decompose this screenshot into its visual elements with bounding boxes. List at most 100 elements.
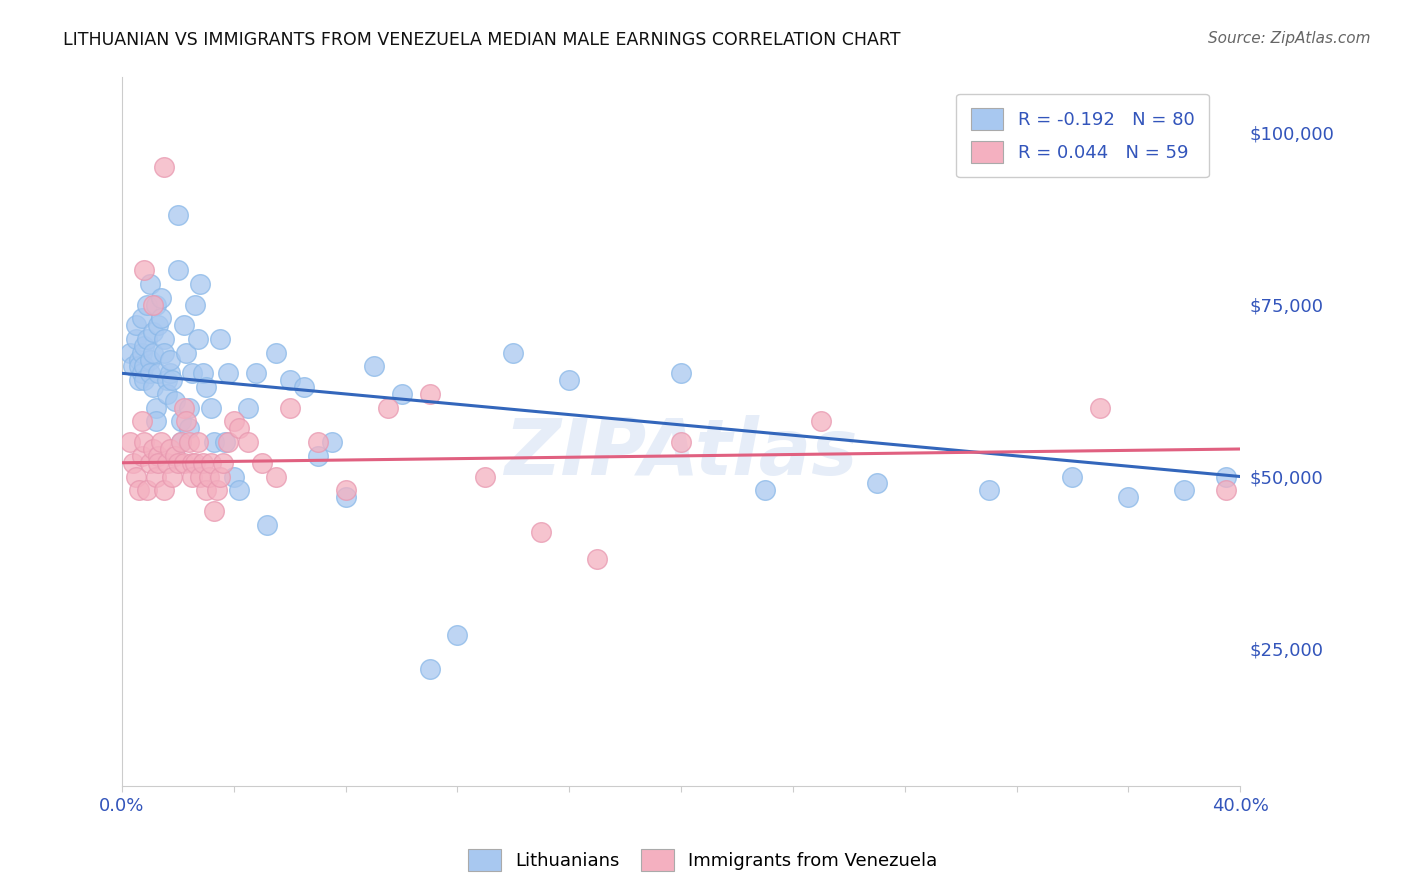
Point xyxy=(173,401,195,415)
Point xyxy=(120,345,142,359)
Point xyxy=(139,456,162,470)
Point xyxy=(1173,483,1195,498)
Point xyxy=(191,456,214,470)
Point xyxy=(131,345,153,359)
Point xyxy=(150,435,173,450)
Point xyxy=(136,297,159,311)
Point xyxy=(183,456,205,470)
Point xyxy=(669,367,692,381)
Point xyxy=(321,435,343,450)
Text: ZIPAtlas: ZIPAtlas xyxy=(505,415,858,491)
Point xyxy=(134,339,156,353)
Point xyxy=(217,435,239,450)
Point xyxy=(125,332,148,346)
Point xyxy=(222,415,245,429)
Point xyxy=(214,435,236,450)
Point xyxy=(586,552,609,566)
Point xyxy=(1062,469,1084,483)
Point xyxy=(307,435,329,450)
Point xyxy=(150,311,173,326)
Point xyxy=(134,263,156,277)
Text: Source: ZipAtlas.com: Source: ZipAtlas.com xyxy=(1208,31,1371,46)
Point xyxy=(145,415,167,429)
Point xyxy=(335,490,357,504)
Point xyxy=(145,401,167,415)
Point xyxy=(170,415,193,429)
Point xyxy=(148,367,170,381)
Point xyxy=(264,345,287,359)
Point xyxy=(179,401,201,415)
Point xyxy=(134,435,156,450)
Point xyxy=(176,415,198,429)
Point xyxy=(139,367,162,381)
Point xyxy=(217,367,239,381)
Point xyxy=(145,469,167,483)
Point xyxy=(125,469,148,483)
Point xyxy=(142,380,165,394)
Point xyxy=(181,469,204,483)
Point xyxy=(236,435,259,450)
Point xyxy=(1090,401,1112,415)
Point xyxy=(148,456,170,470)
Legend: Lithuanians, Immigrants from Venezuela: Lithuanians, Immigrants from Venezuela xyxy=(461,842,945,879)
Point xyxy=(128,352,150,367)
Point xyxy=(134,359,156,374)
Point xyxy=(188,277,211,291)
Point xyxy=(200,401,222,415)
Point xyxy=(245,367,267,381)
Point xyxy=(188,469,211,483)
Legend: R = -0.192   N = 80, R = 0.044   N = 59: R = -0.192 N = 80, R = 0.044 N = 59 xyxy=(956,94,1209,178)
Point xyxy=(128,483,150,498)
Point xyxy=(391,387,413,401)
Point xyxy=(208,332,231,346)
Point xyxy=(363,359,385,374)
Point xyxy=(181,367,204,381)
Point xyxy=(162,373,184,387)
Point xyxy=(202,504,225,518)
Point xyxy=(264,469,287,483)
Point xyxy=(222,469,245,483)
Point xyxy=(153,483,176,498)
Point xyxy=(418,387,440,401)
Point xyxy=(139,352,162,367)
Point xyxy=(1215,483,1237,498)
Point xyxy=(173,318,195,333)
Point xyxy=(176,345,198,359)
Point xyxy=(167,263,190,277)
Point xyxy=(159,442,181,456)
Point xyxy=(530,524,553,539)
Point xyxy=(179,435,201,450)
Point xyxy=(191,367,214,381)
Point xyxy=(153,160,176,174)
Point xyxy=(194,483,217,498)
Point xyxy=(156,373,179,387)
Point xyxy=(136,483,159,498)
Point xyxy=(418,662,440,676)
Point xyxy=(134,373,156,387)
Point xyxy=(228,421,250,435)
Point xyxy=(125,318,148,333)
Point xyxy=(977,483,1000,498)
Point xyxy=(165,393,187,408)
Point xyxy=(205,483,228,498)
Point xyxy=(307,449,329,463)
Point xyxy=(754,483,776,498)
Point xyxy=(131,367,153,381)
Point xyxy=(142,345,165,359)
Point xyxy=(150,291,173,305)
Point xyxy=(228,483,250,498)
Point xyxy=(669,435,692,450)
Point xyxy=(502,345,524,359)
Point xyxy=(136,332,159,346)
Point xyxy=(131,415,153,429)
Point xyxy=(153,332,176,346)
Point xyxy=(186,332,208,346)
Point xyxy=(211,456,233,470)
Point xyxy=(139,277,162,291)
Point xyxy=(173,456,195,470)
Point xyxy=(170,435,193,450)
Point xyxy=(558,373,581,387)
Point xyxy=(181,456,204,470)
Point xyxy=(179,421,201,435)
Point xyxy=(474,469,496,483)
